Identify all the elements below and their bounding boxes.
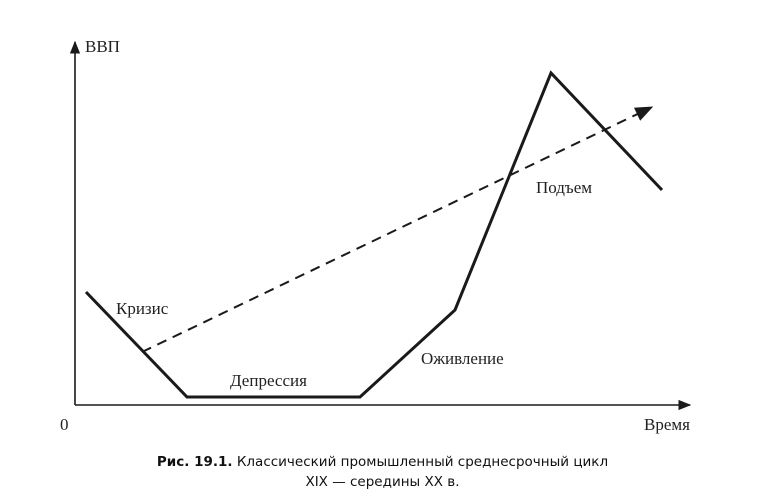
caption-text-1: Классический промышленный среднесрочный … <box>236 454 609 470</box>
y-axis-label: ВВП <box>85 37 120 56</box>
origin-label: 0 <box>60 415 69 434</box>
phase-label-boom: Подъем <box>536 178 592 197</box>
figure-caption: Рис. 19.1. Классический промышленный сре… <box>0 452 765 492</box>
phase-label-revival: Оживление <box>421 349 504 368</box>
phase-label-crisis: Кризис <box>116 299 169 318</box>
x-axis-label: Время <box>644 415 690 434</box>
business-cycle-diagram: ВВП Время 0 Кризис Депрессия Оживление П… <box>60 37 692 434</box>
cycle-curve <box>84 70 664 399</box>
caption-line-1: Рис. 19.1. Классический промышленный сре… <box>0 452 765 472</box>
caption-line-2: XIX — середины XX в. <box>305 474 460 490</box>
trend-line <box>141 106 654 353</box>
phase-label-depression: Депрессия <box>230 371 307 390</box>
caption-number: Рис. 19.1. <box>156 454 233 470</box>
